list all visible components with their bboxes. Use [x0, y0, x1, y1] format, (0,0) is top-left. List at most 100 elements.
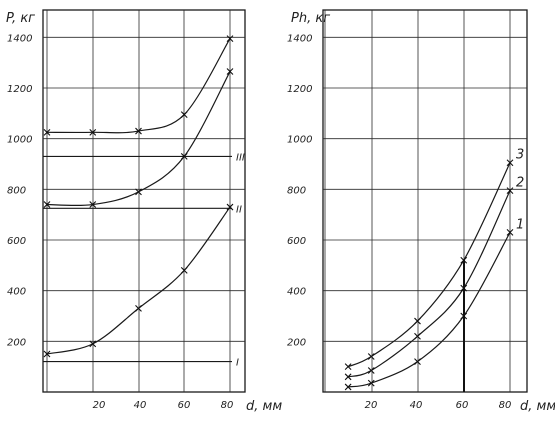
- left-point-stroke-b: [89, 128, 97, 136]
- left-y-tick-200: 200: [7, 337, 26, 348]
- left-point-stroke-b: [43, 201, 51, 208]
- right-y-axis-label: Ph, кг: [291, 11, 330, 26]
- left-frame: [42, 9, 246, 393]
- right-point-stroke-b: [344, 373, 352, 381]
- right-y-tick-800: 800: [287, 185, 306, 196]
- left-point-stroke-b: [135, 188, 142, 196]
- right-series-labels: 3 2 1: [516, 148, 524, 233]
- left-grid: [42, 9, 246, 393]
- left-point-stroke-b: [226, 68, 234, 75]
- right-x-tick-20: 20: [365, 400, 378, 411]
- left-point-stroke-b: [89, 340, 97, 348]
- right-series-2-point-4: [506, 229, 514, 236]
- right-x-tick-40: 40: [410, 400, 423, 411]
- left-series-1-point-4: [226, 68, 234, 75]
- left-y-tick-1400: 1400: [7, 33, 32, 44]
- right-series-2-point-0: [344, 383, 352, 391]
- left-x-tick-20: 20: [93, 400, 106, 411]
- left-point-stroke-b: [43, 350, 51, 358]
- right-y-tick-400: 400: [287, 287, 306, 298]
- left-ticks: 200 400 600 800 1000 1200 1400 20 40 60 80: [7, 33, 233, 411]
- left-x-tick-60: 60: [178, 400, 191, 411]
- left-point-stroke-b: [180, 111, 188, 118]
- right-series-0-point-0: [344, 363, 352, 371]
- left-y-tick-800: 800: [7, 185, 26, 196]
- right-grid: [322, 9, 528, 393]
- left-x-axis-label: d, мм: [246, 399, 282, 414]
- right-point-stroke-b: [367, 353, 375, 360]
- right-point-stroke-b: [367, 367, 375, 374]
- left-point-stroke-b: [135, 127, 142, 135]
- right-series-1-point-1: [367, 367, 375, 374]
- right-series-2-line: [348, 232, 511, 388]
- right-series-2-point-1: [367, 379, 375, 387]
- right-x-tick-60: 60: [456, 400, 469, 411]
- right-y-tick-1200: 1200: [287, 84, 312, 95]
- left-point-stroke-b: [226, 35, 234, 42]
- left-series-0-line: [46, 38, 231, 134]
- right-series-0-point-1: [367, 353, 375, 360]
- reference-label-III: III: [236, 152, 245, 163]
- reference-label-I: I: [236, 358, 239, 369]
- right-point-stroke-b: [506, 159, 514, 167]
- left-series-2-point-2: [135, 305, 142, 312]
- right-point-stroke-b: [414, 332, 421, 340]
- left-point-stroke-b: [43, 128, 51, 136]
- left-series-2-line: [46, 206, 231, 355]
- right-point-stroke-b: [506, 229, 514, 236]
- right-series-1-line: [347, 190, 511, 378]
- left-panel: 200 400 600 800 1000 1200 1400 20 40 60 80 P, кг d…: [6, 9, 282, 414]
- left-series-2-point-3: [180, 267, 188, 274]
- right-x-axis-label: d, мм: [520, 399, 555, 414]
- right-y-tick-600: 600: [287, 236, 306, 247]
- series-label-1: 1: [516, 217, 524, 232]
- left-series: [43, 35, 234, 358]
- right-y-tick-200: 200: [287, 337, 306, 348]
- left-y-tick-1000: 1000: [7, 135, 32, 146]
- left-series-1-point-2: [135, 188, 142, 196]
- right-series-1-point-0: [344, 373, 352, 381]
- left-y-tick-1200: 1200: [7, 84, 32, 95]
- left-series-0-point-3: [180, 111, 188, 118]
- right-x-tick-80: 80: [499, 400, 512, 411]
- left-series-0-point-2: [135, 127, 142, 135]
- left-series-0-point-4: [226, 35, 234, 42]
- left-series-0-point-1: [89, 128, 97, 136]
- right-series-0-point-4: [506, 159, 514, 167]
- right-point-stroke-b: [460, 312, 468, 320]
- right-series-1-point-2: [414, 332, 421, 340]
- left-y-tick-400: 400: [7, 287, 26, 298]
- right-series-0-line: [347, 162, 511, 368]
- right-point-stroke-b: [414, 317, 421, 325]
- left-series-0-point-0: [43, 128, 51, 136]
- series-label-3: 3: [516, 148, 524, 163]
- right-series-0-point-3: [460, 256, 468, 264]
- left-point-stroke-b: [226, 203, 234, 211]
- right-point-stroke-b: [460, 256, 468, 264]
- left-series-1-point-0: [43, 201, 51, 208]
- right-series-2-point-2: [414, 358, 421, 365]
- left-point-stroke-b: [180, 267, 188, 274]
- right-series: [344, 159, 514, 391]
- left-x-tick-40: 40: [134, 400, 147, 411]
- left-series-1-point-1: [89, 201, 97, 208]
- right-point-stroke-b: [506, 187, 514, 194]
- left-series-2-point-4: [226, 203, 234, 211]
- left-point-stroke-b: [180, 153, 188, 160]
- right-series-1-point-3: [460, 284, 468, 292]
- series-label-2: 2: [516, 176, 524, 191]
- right-y-tick-1400: 1400: [287, 33, 312, 44]
- left-series-2-point-1: [89, 340, 97, 348]
- left-point-stroke-b: [135, 305, 142, 312]
- right-point-stroke-b: [414, 358, 421, 365]
- right-series-2-point-3: [460, 312, 468, 320]
- right-point-stroke-b: [344, 363, 352, 371]
- left-y-tick-600: 600: [7, 236, 26, 247]
- right-frame: [322, 9, 528, 393]
- right-point-stroke-b: [460, 284, 468, 292]
- right-ticks: 200 400 600 800 1000 1200 1400 20 40 60 80: [287, 33, 511, 411]
- left-point-stroke-b: [89, 201, 97, 208]
